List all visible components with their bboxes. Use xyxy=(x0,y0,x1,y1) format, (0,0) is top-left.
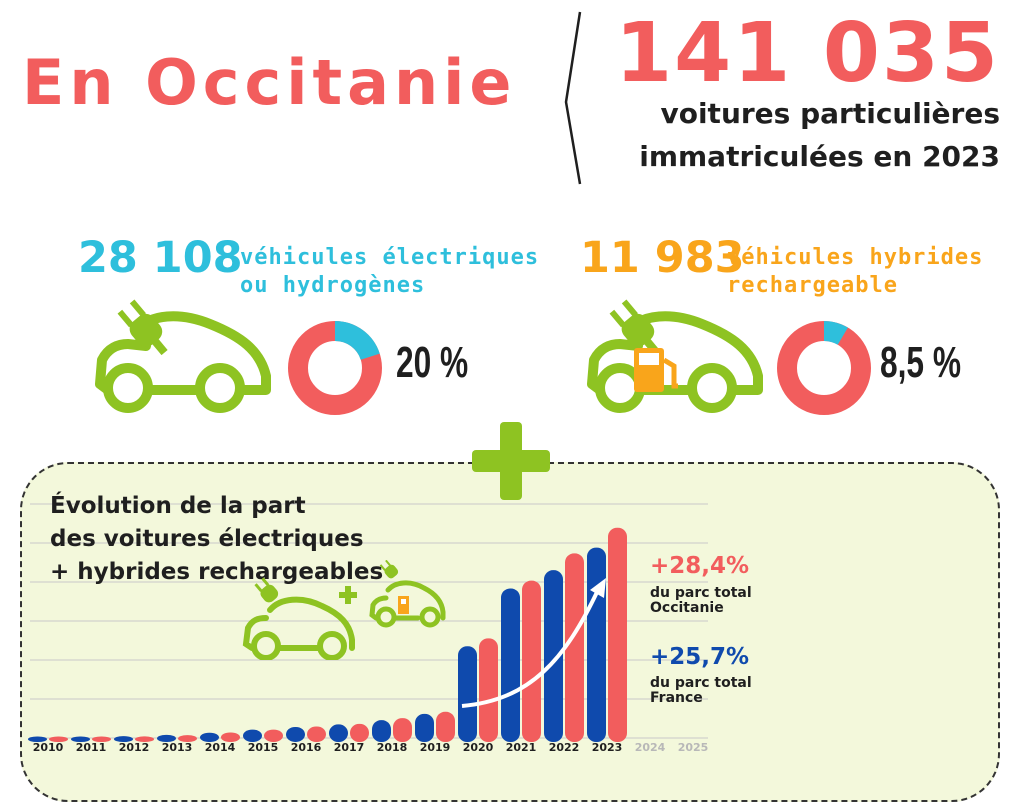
france-caption-line2: France xyxy=(650,690,703,706)
bar-2017-france xyxy=(329,724,348,742)
chart-bars xyxy=(28,527,627,742)
tick-label-2020: 2020 xyxy=(463,741,494,754)
bar-2021-occitanie xyxy=(522,580,541,742)
occitanie-caption-line1: du parc total xyxy=(650,585,752,601)
bar-2019-occitanie xyxy=(436,711,455,742)
tick-label-2015: 2015 xyxy=(248,741,279,754)
tick-label-2012: 2012 xyxy=(119,741,150,754)
france-caption-line1: du parc total xyxy=(650,675,752,691)
hybrid-label-line1: véhicules hybrides xyxy=(727,245,984,270)
tick-label-2024: 2024 xyxy=(635,741,666,754)
growth-arrow-icon xyxy=(461,589,600,708)
bar-2016-france xyxy=(286,726,305,742)
bar-2021-france xyxy=(501,588,520,742)
bar-2013-france xyxy=(157,734,176,742)
mini-cars-icon xyxy=(242,560,446,660)
total-caption-line1: voitures particulières xyxy=(660,97,1000,130)
electric-car-icon xyxy=(95,299,271,413)
bar-2020-occitanie xyxy=(479,638,498,742)
tick-label-2018: 2018 xyxy=(377,741,408,754)
bar-2010-france xyxy=(28,736,47,742)
hybrid-share-donut xyxy=(777,321,871,415)
occitanie-growth-caption: du parc total Occitanie xyxy=(650,586,752,616)
bar-2016-occitanie xyxy=(307,726,326,742)
bar-2023-france xyxy=(587,547,606,742)
tick-label-2019: 2019 xyxy=(420,741,451,754)
bar-2015-france xyxy=(243,729,262,742)
hybrid-percent: 8,5 % xyxy=(880,338,962,387)
tick-label-2021: 2021 xyxy=(506,741,537,754)
tick-label-2010: 2010 xyxy=(33,741,64,754)
hybrid-count: 11 983 xyxy=(580,233,745,283)
chart-title: Évolution de la part des voitures électr… xyxy=(50,490,383,589)
total-registrations: 141 035 xyxy=(615,6,1000,101)
bar-2022-france xyxy=(544,570,563,742)
bar-2018-occitanie xyxy=(393,718,412,742)
total-caption-line2: immatriculées en 2023 xyxy=(639,140,1000,173)
tick-label-2013: 2013 xyxy=(162,741,193,754)
bar-2018-france xyxy=(372,720,391,742)
bar-2014-france xyxy=(200,732,219,742)
bar-2023-occitanie xyxy=(608,527,627,742)
chart-title-line1: Évolution de la part xyxy=(50,493,306,519)
electric-label: véhicules électriques ou hydrogènes xyxy=(240,244,539,300)
bracket-divider xyxy=(564,11,582,185)
bar-2011-france xyxy=(71,736,90,742)
tick-label-2022: 2022 xyxy=(549,741,580,754)
bar-2017-occitanie xyxy=(350,723,369,742)
electric-count: 28 108 xyxy=(78,233,243,283)
electric-share-donut xyxy=(288,321,382,415)
bar-2014-occitanie xyxy=(221,732,240,742)
plug-icon xyxy=(609,299,660,356)
occitanie-caption-line2: Occitanie xyxy=(650,600,724,616)
plug-icon xyxy=(117,299,168,356)
chart-title-line2: des voitures électriques xyxy=(50,526,364,552)
fuel-pump-icon xyxy=(634,348,678,392)
bar-2013-occitanie xyxy=(178,735,197,742)
france-growth-value: +25,7% xyxy=(650,644,750,670)
bar-2022-occitanie xyxy=(565,553,584,742)
electric-label-line2: ou hydrogènes xyxy=(240,273,426,298)
tick-label-2014: 2014 xyxy=(205,741,236,754)
tick-label-2025: 2025 xyxy=(678,741,709,754)
plus-icon xyxy=(472,422,550,500)
occitanie-growth-value: +28,4% xyxy=(650,553,750,579)
tick-label-2017: 2017 xyxy=(334,741,365,754)
bar-2010-occitanie xyxy=(49,736,68,742)
bar-2019-france xyxy=(415,713,434,742)
bar-2012-france xyxy=(114,736,133,742)
electric-percent: 20 % xyxy=(396,338,469,387)
france-growth-caption: du parc total France xyxy=(650,676,752,706)
tick-label-2011: 2011 xyxy=(76,741,107,754)
chart-title-line3: + hybrides rechargeables xyxy=(50,559,384,585)
bar-2011-occitanie xyxy=(92,736,111,742)
hybrid-label-line2: rechargeable xyxy=(727,273,898,298)
hybrid-car-icon xyxy=(587,299,763,413)
tick-label-2023: 2023 xyxy=(592,741,623,754)
bar-2015-occitanie xyxy=(264,729,283,742)
page-title: En Occitanie xyxy=(22,46,517,119)
hybrid-label: véhicules hybrides rechargeable xyxy=(727,244,983,300)
chart-tick-labels: 2010 2011 2012 2013 2014 2015 2016 2017 2018 2019… xyxy=(33,741,709,754)
bar-chart: 2010 2011 2012 2013 2014 2015 2016 2017 2018 2019… xyxy=(28,503,709,754)
electric-label-line1: véhicules électriques xyxy=(240,245,540,270)
tick-label-2016: 2016 xyxy=(291,741,322,754)
bar-2020-france xyxy=(458,646,477,742)
bar-2012-occitanie xyxy=(135,736,154,742)
